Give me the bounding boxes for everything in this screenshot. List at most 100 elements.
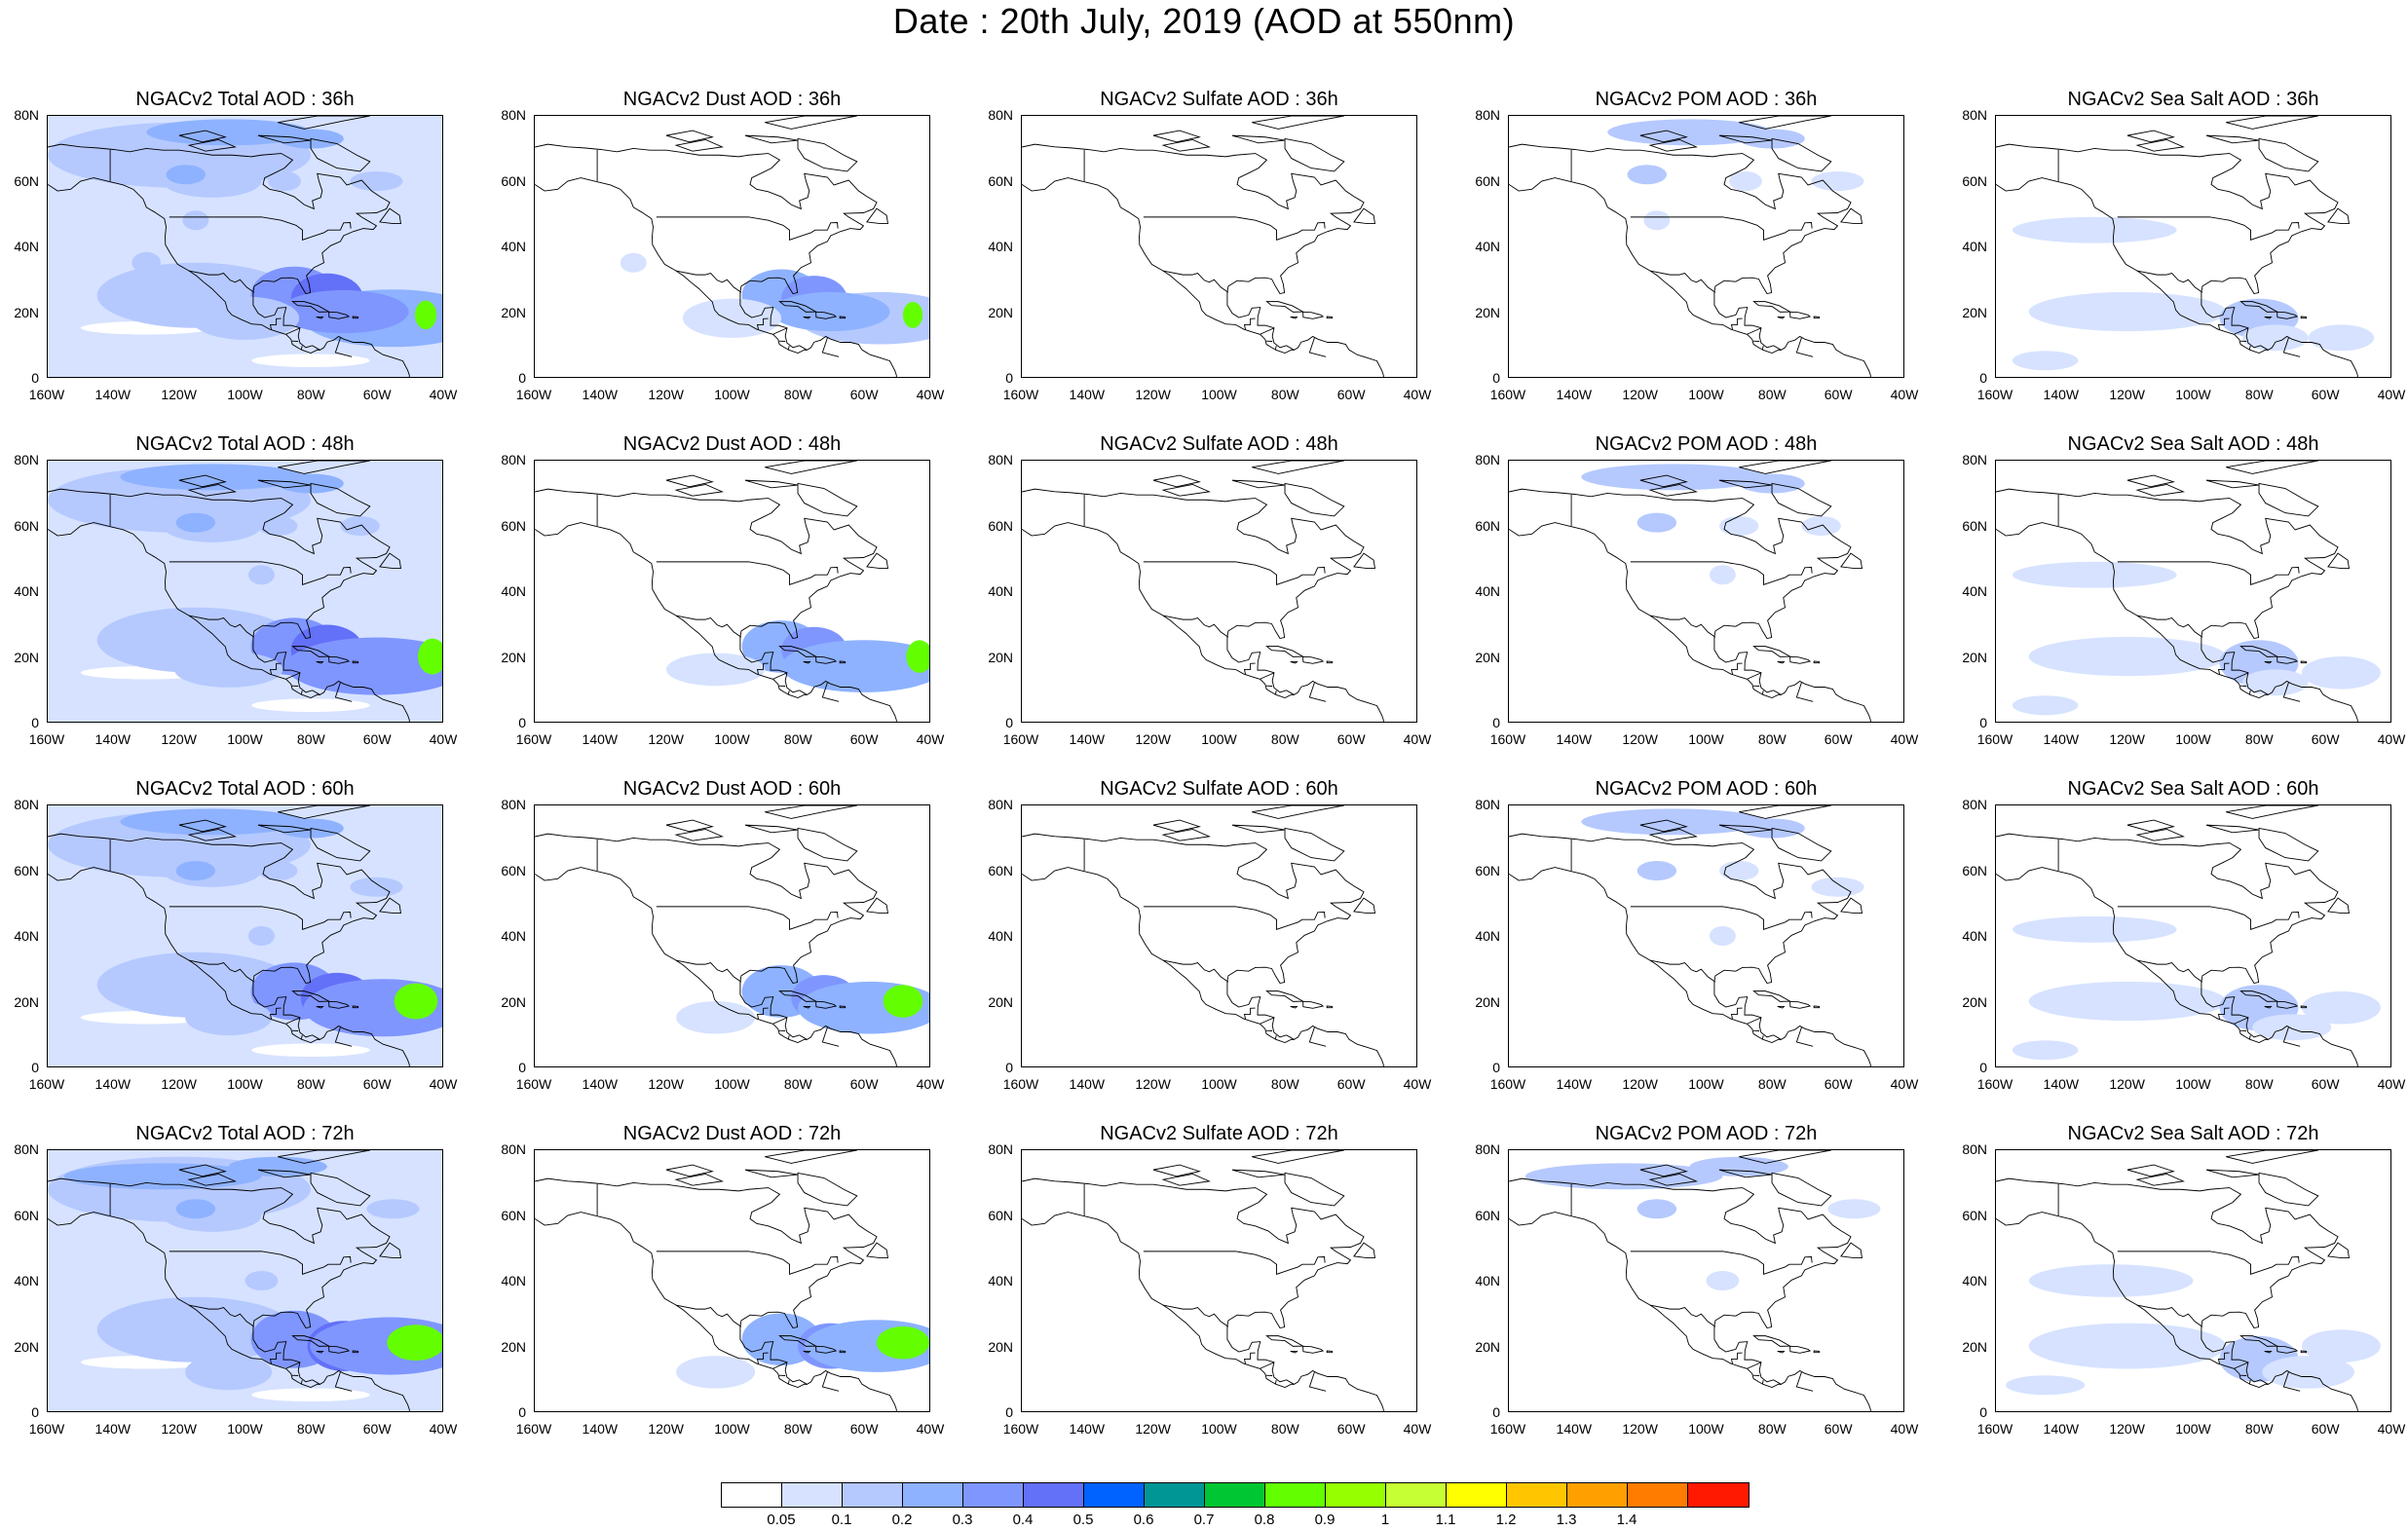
island-outline <box>1231 1169 1286 1178</box>
x-tick-label: 40W <box>1403 387 1432 402</box>
x-tick-label: 160W <box>1002 1421 1039 1437</box>
panel-title: NGACv2 Dust AOD : 36h <box>622 89 842 110</box>
island-outline <box>815 655 838 664</box>
island-outline <box>674 1174 725 1186</box>
island-outline <box>2300 316 2308 319</box>
colorbar-label: 1.1 <box>1435 1512 1456 1528</box>
island-outline <box>1284 1172 1345 1207</box>
country-border <box>2282 682 2301 702</box>
aod-patch <box>665 653 766 687</box>
x-tick-label: 120W <box>2109 1076 2145 1092</box>
atlantic-coastline <box>1022 1177 1365 1385</box>
x-tick-label: 120W <box>648 1421 684 1437</box>
island-outline <box>1739 116 1831 130</box>
island-outline <box>765 805 857 819</box>
y-tick-label: 0 <box>31 1404 39 1420</box>
map-panel-seasalt-1: NGACv2 Sea Salt AOD : 36h 80N 60N 40N 20N 0 16… <box>1948 88 2405 402</box>
island-outline <box>665 1164 714 1177</box>
y-tick-label: 80N <box>501 452 526 467</box>
y-tick-label: 80N <box>1962 107 1987 123</box>
aod-patch <box>2012 351 2079 371</box>
country-border <box>656 906 839 930</box>
island-outline <box>1265 990 1305 1002</box>
island-outline <box>1231 824 1286 834</box>
x-tick-label: 120W <box>2109 731 2145 747</box>
island-outline <box>815 1000 838 1009</box>
x-tick-label: 60W <box>849 387 879 402</box>
aod-patch <box>350 171 403 192</box>
country-border <box>334 1027 353 1047</box>
atlantic-coastline <box>1022 143 1365 351</box>
island-outline <box>803 316 811 319</box>
x-tick-label: 160W <box>1489 731 1526 747</box>
country-border <box>656 216 839 241</box>
y-tick-label: 20N <box>988 304 1013 320</box>
x-tick-label: 120W <box>648 1076 684 1092</box>
x-tick-label: 100W <box>1201 731 1237 747</box>
island-outline <box>2264 660 2273 664</box>
colorbar-label: 0.05 <box>767 1512 796 1528</box>
x-tick-label: 40W <box>429 1076 458 1092</box>
country-border <box>1649 959 1716 983</box>
island-outline <box>1252 805 1344 819</box>
y-tick-label: 0 <box>1979 1404 1987 1420</box>
x-tick-label: 60W <box>1824 731 1853 747</box>
aod-patch <box>96 1296 295 1363</box>
map-panel-total-1: NGACv2 Total AOD : 36h 80N 60N 40N 20N 0 160W 1… <box>0 88 457 402</box>
x-tick-label: 160W <box>1002 1076 1039 1092</box>
x-tick-label: 160W <box>28 731 65 747</box>
island-outline <box>765 461 857 474</box>
country-border <box>1747 327 1762 335</box>
island-outline <box>797 482 858 517</box>
island-outline <box>2276 655 2299 664</box>
x-tick-label: 160W <box>1002 731 1039 747</box>
figure-title: Date : 20th July, 2019 (AOD at 550nm) <box>892 1 1516 41</box>
aod-map-svg <box>48 461 442 722</box>
island-outline <box>1789 1345 1812 1354</box>
island-outline <box>316 1350 324 1354</box>
country-border <box>169 906 352 930</box>
aod-patch <box>185 999 273 1036</box>
country-border <box>787 346 790 351</box>
x-tick-label: 60W <box>1336 387 1366 402</box>
x-tick-label: 60W <box>1336 1076 1366 1092</box>
x-tick-label: 60W <box>362 731 392 747</box>
y-tick-label: 40N <box>988 583 1013 599</box>
colorbar-swatch <box>1024 1483 1084 1507</box>
country-border <box>2117 906 2300 930</box>
x-tick-label: 60W <box>362 387 392 402</box>
x-tick-label: 140W <box>582 1076 619 1092</box>
country-border <box>1795 1027 1814 1047</box>
x-tick-label: 120W <box>1622 387 1658 402</box>
x-tick-label: 40W <box>916 731 945 747</box>
aod-map-svg <box>1509 805 1871 1066</box>
island-outline <box>1290 316 1298 319</box>
y-tick-label: 60N <box>1475 172 1500 189</box>
colorbar-label: 0.7 <box>1193 1512 1215 1528</box>
aod-map-svg <box>535 1150 929 1411</box>
y-tick-label: 80N <box>1475 1141 1500 1157</box>
y-tick-label: 60N <box>501 172 526 189</box>
aod-patch <box>173 651 283 688</box>
island-outline <box>1813 316 1821 319</box>
island-outline <box>2239 301 2279 313</box>
aod-patch <box>182 210 209 231</box>
aod-patch <box>278 910 410 962</box>
y-tick-label: 60N <box>988 517 1013 534</box>
atlantic-coastline <box>48 833 391 1040</box>
country-border <box>334 1371 353 1392</box>
aod-map <box>47 804 443 1067</box>
country-border <box>675 270 742 293</box>
aod-patch <box>1689 1156 1788 1176</box>
aod-patch <box>2242 669 2309 696</box>
island-outline <box>310 482 371 517</box>
x-tick-label: 120W <box>1622 731 1658 747</box>
country-border <box>334 682 353 702</box>
island-outline <box>744 1169 799 1178</box>
country-border <box>675 1304 742 1327</box>
atlantic-coastline <box>1509 488 1852 695</box>
map-panel-total-4: NGACv2 Total AOD : 72h 80N 60N 40N 20N 0 160W 1… <box>0 1122 457 1437</box>
y-tick-label: 20N <box>501 1338 526 1355</box>
island-outline <box>310 1172 371 1207</box>
x-tick-label: 60W <box>849 1076 879 1092</box>
